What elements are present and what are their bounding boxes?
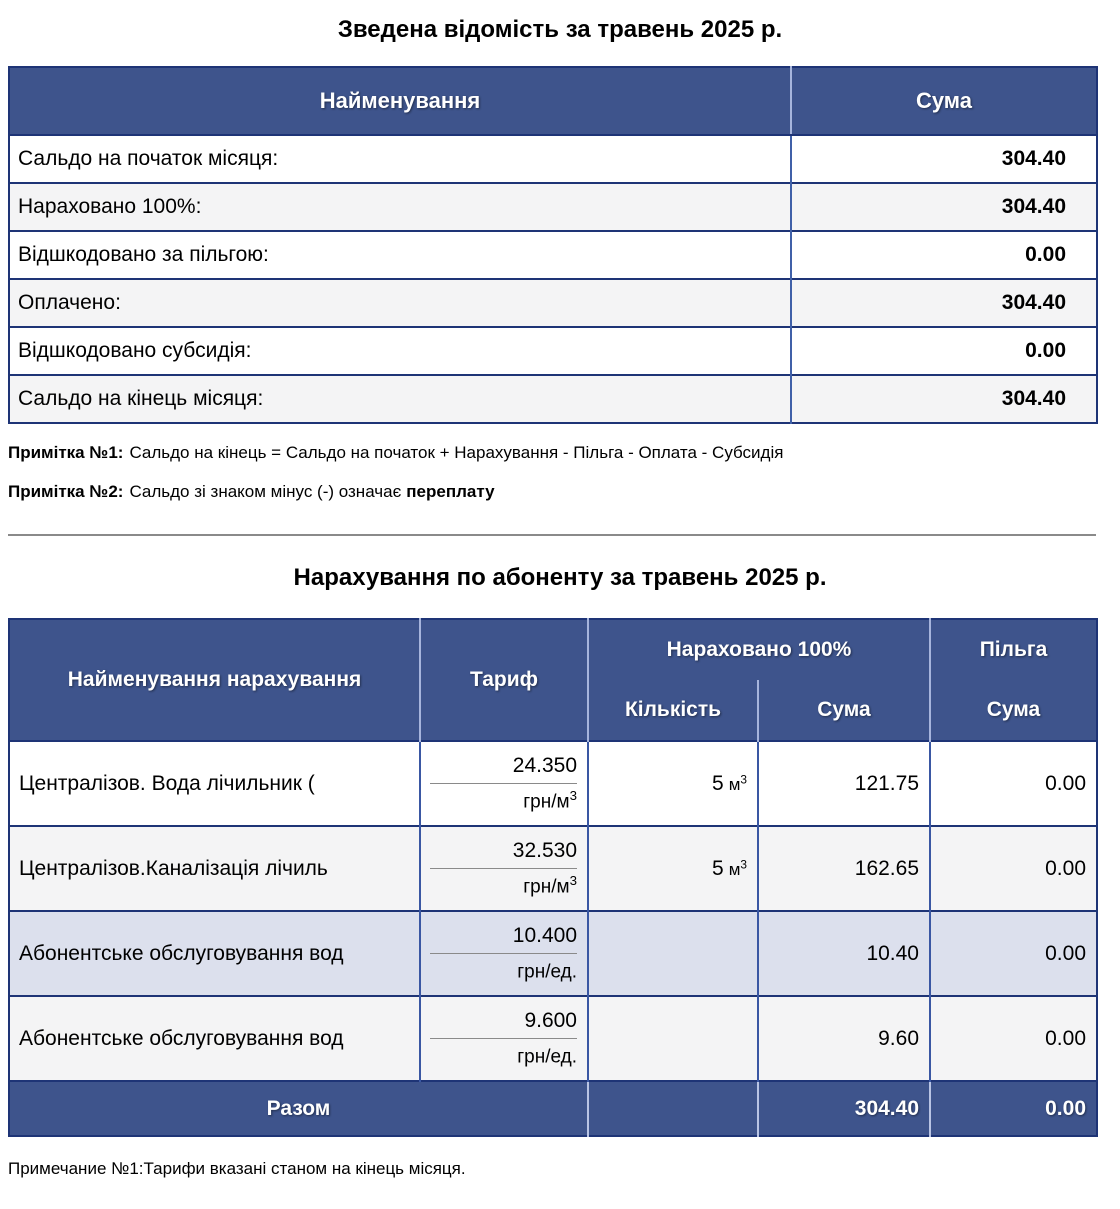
charge-sum: 9.60: [758, 995, 931, 1081]
summary-row-label: Відшкодовано субсидія:: [9, 326, 792, 375]
charges-header-row-1: Найменування нарахування Тариф Нарахован…: [9, 619, 1097, 741]
charges-group-accrued: Нараховано 100%: [588, 619, 931, 680]
summary-table: Найменування Сума Сальдо на початок міся…: [8, 66, 1098, 424]
charge-sum: 121.75: [758, 740, 931, 826]
bottom-note-label: Примечание №1:: [8, 1159, 144, 1178]
table-row: Відшкодовано субсидія: 0.00: [9, 326, 1097, 375]
bottom-note-text: Тарифи вказані станом на кінець місяця.: [143, 1159, 466, 1178]
table-row: Сальдо на початок місяця: 304.40: [9, 134, 1097, 183]
charge-benefit: 0.00: [930, 995, 1097, 1081]
tariff-unit: грн/ед.: [517, 961, 577, 983]
tariff-value: 24.350: [430, 754, 577, 784]
charge-tariff-cell: 10.400 грн/ед.: [420, 910, 589, 996]
tariff-unit: грн/м3: [523, 787, 577, 813]
charges-title: Нарахування по абоненту за травень 2025 …: [293, 564, 827, 591]
total-benefit: 0.00: [930, 1080, 1097, 1136]
tariff-fraction: 24.350 грн/м3: [422, 754, 586, 813]
charges-col-name: Найменування нарахування: [9, 619, 421, 741]
tariff-value: 9.600: [430, 1009, 577, 1039]
summary-row-label: Оплачено:: [9, 278, 792, 327]
charges-col-quantity: Кількість: [588, 680, 759, 741]
total-label: Разом: [9, 1080, 589, 1136]
charge-row: Абонентське обслуговування вод 9.600 грн…: [9, 995, 1097, 1081]
summary-row-label: Сальдо на початок місяця:: [9, 134, 792, 183]
charges-group-benefit: Пільга: [930, 619, 1097, 680]
summary-row-label: Відшкодовано за пільгою:: [9, 230, 792, 279]
tariff-unit: грн/ед.: [517, 1046, 577, 1068]
summary-row-value: 0.00: [791, 326, 1097, 375]
charge-name: Централізов. Вода лічильник (: [9, 740, 421, 826]
charge-benefit: 0.00: [930, 740, 1097, 826]
charge-sum: 162.65: [758, 825, 931, 911]
summary-row-label: Нараховано 100%:: [9, 182, 792, 231]
summary-row-value: 304.40: [791, 134, 1097, 183]
charge-row: Централізов. Вода лічильник ( 24.350 грн…: [9, 740, 1097, 826]
tariff-unit: грн/м3: [523, 872, 577, 898]
tariff-value: 32.530: [430, 839, 577, 869]
charge-tariff-cell: 32.530 грн/м3: [420, 825, 589, 911]
charge-row: Абонентське обслуговування вод 10.400 гр…: [9, 910, 1097, 996]
tariff-value: 10.400: [430, 924, 577, 954]
charge-quantity: [588, 995, 759, 1081]
note-2-text: Сальдо зі знаком мінус (-) означає: [129, 482, 402, 501]
table-row: Відшкодовано за пільгою: 0.00: [9, 230, 1097, 279]
note-2-label: Примітка №2:: [8, 482, 124, 501]
charges-col-sum: Сума: [758, 680, 931, 741]
charge-name: Абонентське обслуговування вод: [9, 910, 421, 996]
summary-row-value: 0.00: [791, 230, 1097, 279]
charge-quantity: 5 м3: [588, 740, 759, 826]
charges-total-row: Разом 304.40 0.00: [9, 1080, 1097, 1136]
summary-col-sum: Сума: [791, 67, 1097, 136]
charge-benefit: 0.00: [930, 825, 1097, 911]
table-row: Нараховано 100%: 304.40: [9, 182, 1097, 231]
section-divider: [8, 534, 1096, 536]
note-2-bold-word: переплату: [406, 482, 495, 501]
note-1-text: Сальдо на кінець = Сальдо на початок + Н…: [129, 443, 784, 462]
summary-row-value: 304.40: [791, 182, 1097, 231]
report-page: Зведена відомість за травень 2025 р. Най…: [0, 16, 1120, 1179]
charge-row: Централізов.Каналізація лічиль 32.530 гр…: [9, 825, 1097, 911]
charge-name: Централізов.Каналізація лічиль: [9, 825, 421, 911]
summary-col-name: Найменування: [9, 67, 792, 136]
note-1-label: Примітка №1:: [8, 443, 124, 462]
note-1: Примітка №1: Сальдо на кінець = Сальдо на…: [8, 443, 1112, 463]
summary-row-value: 304.40: [791, 278, 1097, 327]
summary-title: Зведена відомість за травень 2025 р.: [337, 16, 783, 43]
tariff-fraction: 10.400 грн/ед.: [422, 924, 586, 983]
charges-col-tariff: Тариф: [420, 619, 589, 741]
summary-row-value: 304.40: [791, 374, 1097, 423]
charges-col-benefit-sum: Сума: [930, 680, 1097, 741]
total-sum: 304.40: [758, 1080, 931, 1136]
charge-tariff-cell: 9.600 грн/ед.: [420, 995, 589, 1081]
summary-header-row: Найменування Сума: [9, 67, 1097, 136]
tariff-fraction: 32.530 грн/м3: [422, 839, 586, 898]
charge-tariff-cell: 24.350 грн/м3: [420, 740, 589, 826]
charge-name: Абонентське обслуговування вод: [9, 995, 421, 1081]
charge-sum: 10.40: [758, 910, 931, 996]
charge-quantity: [588, 910, 759, 996]
bottom-note: Примечание №1:Тарифи вказані станом на к…: [8, 1159, 1112, 1179]
charges-header-row-2: Кількість Сума Сума: [9, 680, 1097, 741]
note-2: Примітка №2: Сальдо зі знаком мінус (-) о…: [8, 482, 1112, 502]
charges-table: Найменування нарахування Тариф Нарахован…: [8, 618, 1098, 1137]
table-row: Оплачено: 304.40: [9, 278, 1097, 327]
tariff-fraction: 9.600 грн/ед.: [422, 1009, 586, 1068]
table-row: Сальдо на кінець місяця: 304.40: [9, 374, 1097, 423]
total-quantity-empty: [588, 1080, 759, 1136]
charge-benefit: 0.00: [930, 910, 1097, 996]
summary-row-label: Сальдо на кінець місяця:: [9, 374, 792, 423]
charge-quantity: 5 м3: [588, 825, 759, 911]
